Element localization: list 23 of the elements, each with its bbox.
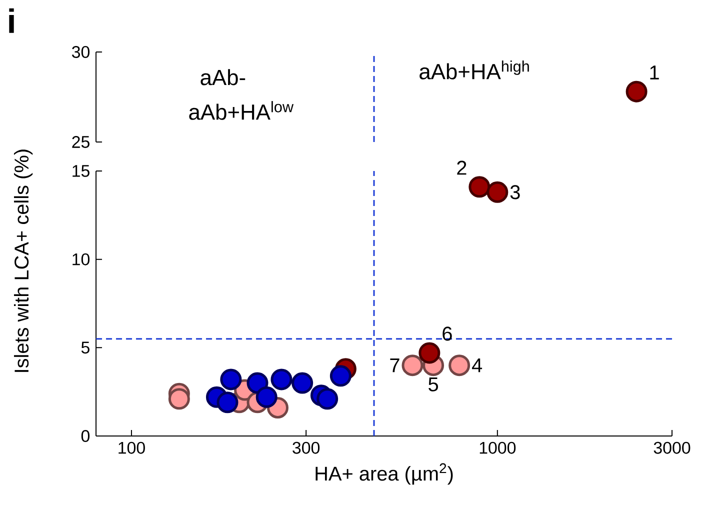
annotation: 4 xyxy=(472,358,482,372)
annotation: 2 xyxy=(457,160,466,175)
y-tick-label: 15 xyxy=(72,165,90,177)
x-tick-label: 1000 xyxy=(480,442,516,454)
y-tick-label: 5 xyxy=(81,342,90,354)
annotation: aAb+HA$^{high}$ xyxy=(420,60,529,80)
y-tick-label: 0 xyxy=(81,430,90,442)
x-axis-title: HA+ area (µm$^{2}$) xyxy=(316,463,453,485)
annotation: 7 xyxy=(390,358,400,372)
annotation: 6 xyxy=(442,326,452,341)
y-tick-label: 30 xyxy=(72,46,90,58)
annotation: aAb+HA$^{low}$ xyxy=(189,101,294,120)
chart-title: i xyxy=(9,8,14,33)
x-tick-label: 300 xyxy=(292,442,320,454)
y-axis-title: Islets with LCA+ cells (%) xyxy=(14,150,33,372)
annotation: 3 xyxy=(510,185,520,200)
annotation: 5 xyxy=(428,378,438,392)
x-tick-label: 100 xyxy=(118,442,145,454)
x-tick-label: 3000 xyxy=(654,442,690,454)
y-tick-label: 25 xyxy=(72,136,90,148)
annotation: 1 xyxy=(650,66,659,80)
y-tick-label: 10 xyxy=(72,253,90,266)
annotation: aAb- xyxy=(200,69,246,86)
